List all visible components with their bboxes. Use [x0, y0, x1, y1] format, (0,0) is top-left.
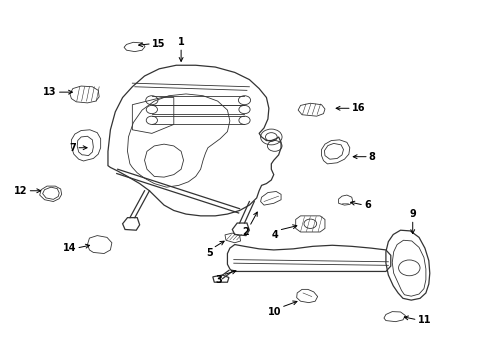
Text: 8: 8: [368, 152, 375, 162]
Text: 13: 13: [43, 87, 57, 97]
Text: 11: 11: [417, 315, 430, 325]
Text: 3: 3: [215, 275, 222, 285]
Text: 6: 6: [363, 200, 370, 210]
Text: 10: 10: [267, 307, 281, 317]
Text: 14: 14: [62, 243, 76, 253]
Text: 1: 1: [177, 37, 184, 47]
Text: 7: 7: [69, 143, 76, 153]
Text: 16: 16: [351, 103, 365, 113]
Text: 15: 15: [152, 39, 165, 49]
Text: 5: 5: [205, 248, 212, 258]
Text: 12: 12: [14, 186, 27, 196]
Text: 9: 9: [408, 210, 415, 220]
Text: 4: 4: [271, 230, 278, 240]
Text: 2: 2: [242, 226, 249, 237]
